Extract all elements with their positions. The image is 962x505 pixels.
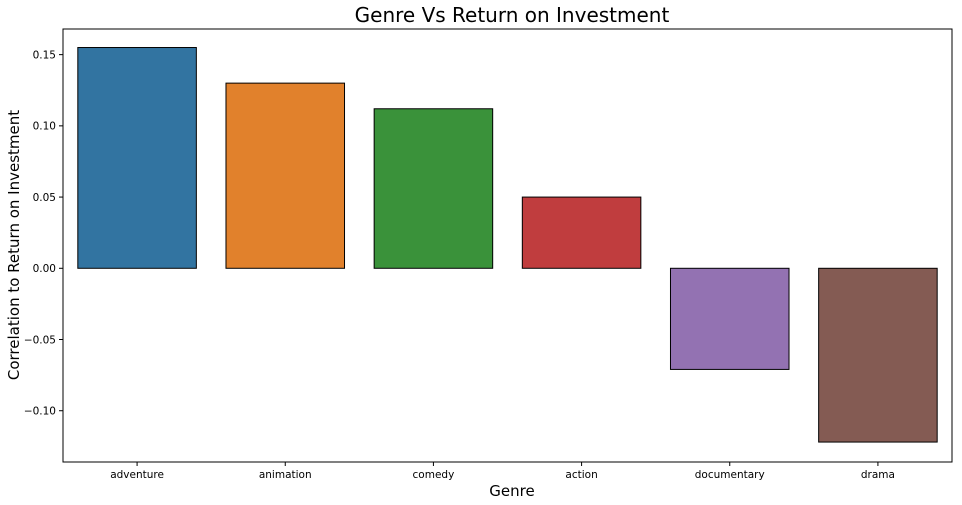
x-tick-label-drama: drama — [861, 469, 895, 481]
y-tick-label: 0.10 — [33, 121, 56, 133]
plot-frame — [62, 28, 953, 463]
y-axis-label: Correlation to Return on Investment — [5, 110, 23, 380]
bar-documentary — [669, 267, 790, 370]
x-tick-label-adventure: adventure — [110, 469, 164, 481]
x-tick-label-action: action — [565, 469, 597, 481]
bar-drama — [818, 267, 938, 443]
y-tick-label: 0.15 — [33, 49, 56, 61]
bar-adventure — [77, 47, 197, 269]
y-tick-label: 0.05 — [33, 192, 56, 204]
bar-animation — [225, 82, 346, 269]
y-tick-label: −0.05 — [24, 334, 56, 346]
x-tick-label-documentary: documentary — [695, 469, 765, 481]
bar-comedy — [373, 108, 494, 269]
bar-action — [521, 196, 642, 269]
bars-group — [77, 47, 938, 443]
x-tick-label-comedy: comedy — [413, 469, 455, 481]
y-tick-label: −0.10 — [24, 406, 56, 418]
x-tick-label-animation: animation — [259, 469, 312, 481]
y-axis: −0.10 −0.05 0.00 0.05 0.10 0.15 — [24, 49, 63, 418]
x-axis: adventure animation comedy action documentar… — [110, 462, 895, 481]
y-tick-label: 0.00 — [33, 263, 56, 275]
chart-title: Genre Vs Return on Investment — [355, 3, 670, 27]
x-axis-label: Genre — [489, 482, 534, 500]
